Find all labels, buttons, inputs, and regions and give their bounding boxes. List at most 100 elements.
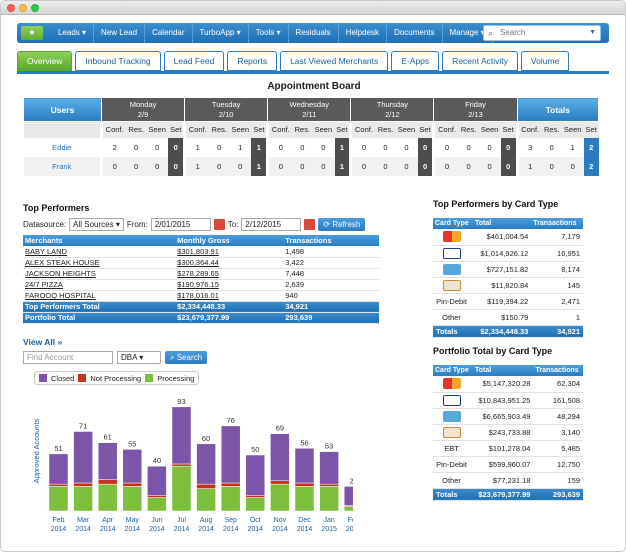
nav-item[interactable]: New Lead <box>94 23 146 43</box>
column-label: Res. <box>292 121 313 138</box>
bar-segment-closed[interactable] <box>220 425 241 484</box>
discover-icon <box>442 279 461 291</box>
nav-item[interactable]: Helpdesk <box>339 23 388 43</box>
bar-segment-processing[interactable] <box>122 486 143 512</box>
merchant-link[interactable]: ALEX STEAK HOUSE <box>23 257 176 269</box>
bar-segment-processing[interactable] <box>319 486 339 512</box>
tab-item[interactable]: Inbound Tracking <box>75 51 161 71</box>
tab-item[interactable]: Volume <box>520 51 570 71</box>
table-row: $461,004.54 7,179 <box>433 229 583 246</box>
bar-segment-not-processing[interactable] <box>97 479 118 485</box>
bar-segment-processing[interactable] <box>343 506 353 512</box>
bar-segment-closed[interactable] <box>97 442 118 480</box>
chevron-down-icon[interactable]: ▼ <box>589 29 596 36</box>
calendar-icon[interactable] <box>213 219 225 230</box>
nav-item[interactable]: Residuals <box>289 23 339 43</box>
minimize-window-button[interactable] <box>19 4 27 12</box>
merchant-link[interactable]: FAROOQ HOSPITAL <box>23 290 176 302</box>
from-date-input[interactable]: 2/01/2015 <box>150 218 211 231</box>
table-cell[interactable]: $300,364.44 <box>175 257 284 269</box>
find-account-input[interactable]: Find Account <box>23 351 113 364</box>
bar-segment-processing[interactable] <box>270 483 290 512</box>
merchant-link[interactable]: BABY LAND <box>23 246 176 258</box>
bar-segment-not-processing[interactable] <box>147 495 167 498</box>
bar-segment-closed[interactable] <box>122 449 143 484</box>
nav-item[interactable]: Calendar <box>145 23 193 43</box>
total-cell: $101,278.04 <box>473 440 534 457</box>
bar-segment-processing[interactable] <box>73 486 93 512</box>
bar-segment-not-processing[interactable] <box>270 480 290 485</box>
maximize-window-button[interactable] <box>31 4 39 12</box>
bar-segment-not-processing[interactable] <box>343 505 353 507</box>
datasource-select[interactable]: All Sources ▾ <box>69 218 124 231</box>
bar-segment-not-processing[interactable] <box>73 482 93 487</box>
user-name[interactable]: Frank <box>23 156 102 176</box>
close-window-button[interactable] <box>7 4 15 12</box>
view-all-link[interactable]: View All » <box>23 337 63 347</box>
bar-segment-not-processing[interactable] <box>122 482 143 487</box>
merchant-link[interactable]: 24/7 PIZZA <box>23 279 176 291</box>
bar-total-label: 51 <box>54 444 62 453</box>
bar-segment-processing[interactable] <box>245 497 266 512</box>
bar-segment-processing[interactable] <box>196 488 216 512</box>
bar-segment-closed[interactable] <box>343 486 353 506</box>
search-input[interactable]: ⌕ Search ▼ <box>483 25 601 41</box>
bar-segment-closed[interactable] <box>73 431 93 484</box>
bar-segment-processing[interactable] <box>97 483 118 512</box>
refresh-button[interactable]: ⟳ Refresh <box>318 218 366 231</box>
transactions-cell: 2,471 <box>531 293 583 310</box>
datasource-label: Datasource: <box>23 220 67 229</box>
bar-segment-not-processing[interactable] <box>220 482 241 487</box>
bar-segment-processing[interactable] <box>171 465 192 512</box>
bar-segment-closed[interactable] <box>294 448 315 484</box>
day-header: Friday 2/13 <box>433 97 518 122</box>
bar-segment-closed[interactable] <box>147 465 167 496</box>
column-header: Transactions <box>283 235 379 246</box>
bar-segment-not-processing[interactable] <box>294 482 315 487</box>
bar-segment-processing[interactable] <box>48 486 69 512</box>
tab-item[interactable]: Last Viewed Merchants <box>280 51 389 71</box>
tab-item[interactable]: E-Apps <box>391 51 440 71</box>
bar-segment-processing[interactable] <box>294 486 315 512</box>
table-cell[interactable]: $301,803.91 <box>175 246 284 258</box>
bar-total-label: 71 <box>79 421 87 430</box>
total-cell: $77,231.18 <box>473 472 534 489</box>
nav-item[interactable]: Leads ▾ <box>51 23 95 43</box>
bar-segment-closed[interactable] <box>319 451 339 485</box>
bar-segment-processing[interactable] <box>220 486 241 512</box>
bar-segment-not-processing[interactable] <box>171 463 192 467</box>
to-date-input[interactable]: 2/12/2015 <box>241 218 302 231</box>
tab-item[interactable]: Overview <box>17 51 73 71</box>
bar-segment-closed[interactable] <box>196 443 216 485</box>
nav-item[interactable]: Tools ▾ <box>249 23 289 43</box>
calendar-icon[interactable] <box>304 219 316 230</box>
bar-segment-not-processing[interactable] <box>196 483 216 489</box>
table-row: 24/7 PIZZA $190,976.15 2,639 <box>23 279 379 291</box>
table-cell[interactable]: $178,016.01 <box>175 290 284 302</box>
table-cell[interactable]: $278,289.65 <box>175 268 284 280</box>
merchant-link[interactable]: JACKSON HEIGHTS <box>23 268 176 280</box>
bar-segment-not-processing[interactable] <box>48 483 69 487</box>
table-cell[interactable]: $190,976.15 <box>175 279 284 291</box>
board-cell: 0 <box>126 156 146 176</box>
home-icon[interactable]: ★ <box>21 26 43 40</box>
bar-segment-not-processing[interactable] <box>319 483 339 487</box>
card-type-label: Pin-Debit <box>436 459 467 469</box>
account-search-button[interactable]: ⌕ Search <box>165 351 208 364</box>
bar-segment-closed[interactable] <box>245 454 266 496</box>
bar-segment-closed[interactable] <box>171 406 192 465</box>
user-name[interactable]: Eddie <box>52 142 72 152</box>
table-cell: 293,639 <box>533 488 583 501</box>
bar-segment-not-processing[interactable] <box>245 495 266 498</box>
bar-segment-closed[interactable] <box>48 453 69 485</box>
nav-item[interactable]: TurboApp ▾ <box>193 23 249 43</box>
tab-item[interactable]: Lead Feed <box>163 51 225 71</box>
transactions-cell: 8,174 <box>531 261 583 278</box>
bar-segment-processing[interactable] <box>147 497 167 512</box>
search-type-select[interactable]: DBA ▾ <box>117 351 161 364</box>
bar-segment-closed[interactable] <box>270 433 290 482</box>
tab-item[interactable]: Recent Activity <box>442 51 518 71</box>
board-cell: 2 <box>100 137 127 157</box>
nav-item[interactable]: Documents <box>387 23 443 43</box>
tab-item[interactable]: Reports <box>227 51 278 71</box>
